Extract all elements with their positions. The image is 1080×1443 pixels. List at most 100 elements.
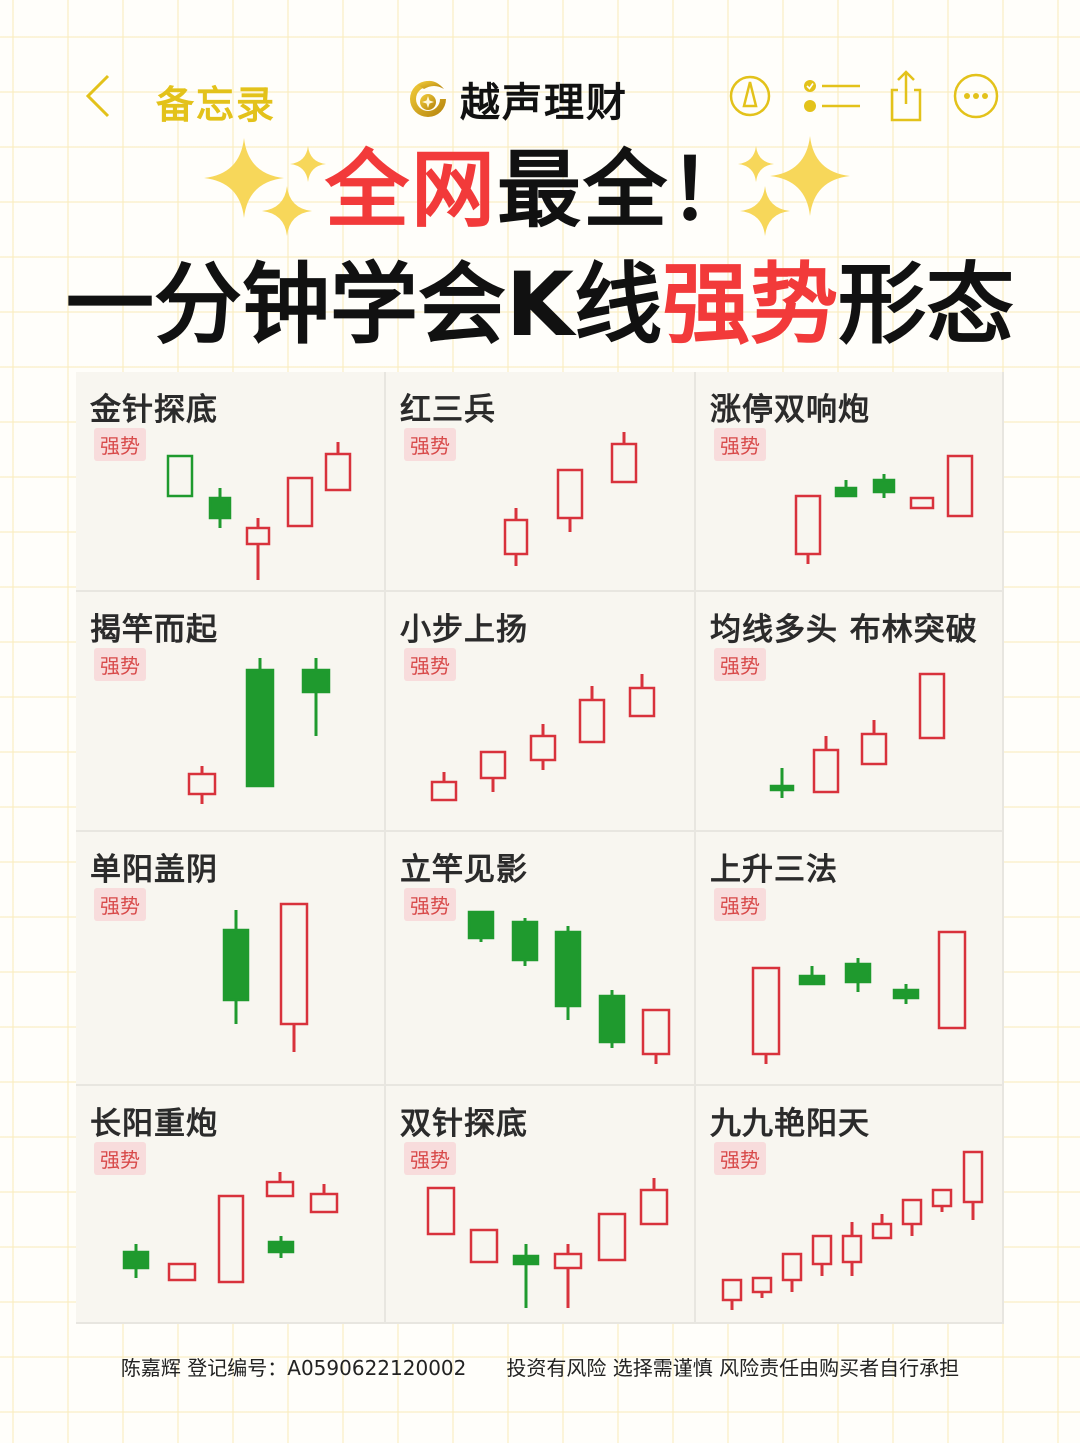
sparkle-icon [770, 136, 850, 216]
bearish-candle [301, 658, 331, 736]
candlestick-chart [187, 658, 331, 804]
bullish-candle [946, 454, 974, 518]
bullish-candle [751, 1276, 773, 1298]
bearish-candle [511, 918, 539, 966]
pattern-card: 立竿见影 强势 [386, 832, 696, 1086]
sparkle-icon [290, 146, 326, 182]
strength-badge: 强势 [94, 888, 146, 921]
headline-1: 全网最全！ [0, 140, 1080, 240]
bearish-candle [467, 910, 495, 942]
registration-text: 陈嘉辉 登记编号：A0590622120002 [120, 1356, 467, 1380]
bullish-candle [265, 1172, 295, 1198]
strength-badge: 强势 [714, 648, 766, 681]
nav-bar: 备忘录 越声理财 [0, 60, 1080, 132]
bullish-candle [841, 1222, 863, 1276]
bullish-candle [503, 508, 529, 566]
strength-badge: 强势 [94, 648, 146, 681]
sparkle-icon [262, 186, 312, 236]
pattern-name: 涨停双响炮 [710, 392, 870, 428]
strength-badge: 强势 [404, 1142, 456, 1175]
pattern-card: 均线多头 布林突破 强势 [696, 592, 1004, 832]
pattern-name: 揭竿而起 [90, 612, 218, 648]
markup-button[interactable] [726, 70, 778, 122]
bullish-candle [309, 1184, 339, 1214]
strength-badge: 强势 [714, 888, 766, 921]
bearish-candle [872, 474, 896, 498]
bullish-candle [556, 468, 584, 532]
headline-2-part-b: 形态 [838, 253, 1015, 356]
bullish-candle [217, 1194, 245, 1284]
bullish-candle [469, 1228, 499, 1264]
footer: 陈嘉辉 登记编号：A0590622120002 投资有风险 选择需谨慎 风险责任由… [0, 1352, 1080, 1381]
pattern-name: 单阳盖阴 [90, 852, 218, 888]
pattern-name: 立竿见影 [400, 852, 528, 888]
bullish-candle [812, 736, 840, 794]
checklist-button[interactable] [802, 70, 862, 122]
bullish-candle [639, 1178, 669, 1226]
candlestick-chart [751, 930, 967, 1064]
bearish-candle [267, 1236, 295, 1258]
back-label[interactable]: 备忘录 [156, 83, 277, 127]
share-icon [890, 70, 922, 122]
back-button[interactable] [80, 72, 120, 120]
bullish-candle [909, 496, 935, 510]
candlestick-chart [794, 454, 974, 564]
strength-badge: 强势 [94, 428, 146, 461]
toolbar-icons [726, 70, 1026, 122]
pattern-name: 长阳重炮 [90, 1106, 218, 1142]
bullish-candle [931, 1188, 953, 1212]
bullish-candle [860, 720, 888, 766]
chevron-left-icon [85, 74, 110, 118]
strength-badge: 强势 [404, 428, 456, 461]
brand-logo-icon [410, 80, 446, 117]
headline-1-black: 最全！ [497, 141, 756, 239]
bullish-candle [286, 476, 314, 528]
headline-2: 一分钟学会K线强势形态 [0, 250, 1080, 360]
bearish-candle [222, 910, 250, 1024]
bullish-candle [578, 686, 606, 744]
pattern-name: 均线多头 布林突破 [710, 612, 978, 648]
bearish-candle [798, 966, 826, 986]
share-button[interactable] [886, 70, 926, 122]
sparkle-icon [740, 186, 790, 236]
disclaimer-text: 投资有风险 选择需谨慎 风险责任由购买者自行承担 [506, 1356, 960, 1380]
bullish-candle [781, 1252, 803, 1292]
strength-badge: 强势 [404, 648, 456, 681]
candlestick-chart [721, 1150, 984, 1310]
candlestick-chart [166, 442, 352, 580]
sparkle-icon [204, 138, 284, 218]
pattern-card: 小步上扬 强势 [386, 592, 696, 832]
pattern-name: 双针探底 [400, 1106, 528, 1142]
bearish-candle [892, 984, 920, 1004]
bullish-candle [610, 432, 638, 484]
bullish-candle [962, 1150, 984, 1220]
candlestick-chart [426, 1178, 669, 1308]
bullish-candle [901, 1198, 923, 1236]
pattern-card: 金针探底 强势 [76, 372, 386, 592]
pattern-card: 长阳重炮 强势 [76, 1086, 386, 1324]
bearish-candle [834, 480, 858, 498]
bearish-candle [844, 958, 872, 992]
pattern-name: 九九艳阳天 [710, 1106, 870, 1142]
brand: 越声理财 [404, 70, 628, 128]
candlestick-chart [467, 910, 671, 1064]
pattern-card: 双针探底 强势 [386, 1086, 696, 1324]
pattern-name: 小步上扬 [400, 612, 528, 648]
bullish-candle [751, 966, 781, 1064]
bullish-candle [529, 724, 557, 770]
candlestick-chart [222, 902, 309, 1052]
bullish-candle [811, 1234, 833, 1276]
pen-tip-icon [729, 75, 771, 117]
pattern-card: 揭竿而起 强势 [76, 592, 386, 832]
bullish-candle [279, 902, 309, 1052]
more-button[interactable] [950, 70, 1002, 122]
strength-badge: 强势 [714, 1142, 766, 1175]
candlestick-chart [122, 1172, 339, 1284]
bullish-candle [721, 1278, 743, 1310]
strength-badge: 强势 [94, 1142, 146, 1175]
bullish-candle [245, 518, 271, 580]
bearish-candle [598, 990, 626, 1048]
bearish-candle [769, 768, 795, 798]
pattern-card: 红三兵 强势 [386, 372, 696, 592]
pattern-name: 金针探底 [90, 392, 218, 428]
